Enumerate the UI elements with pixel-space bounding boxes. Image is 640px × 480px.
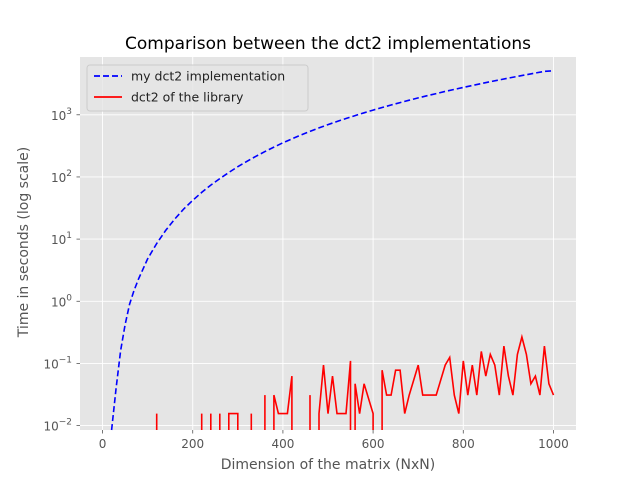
series-line-library-dct2	[318, 360, 352, 430]
x-axis-label: Dimension of the matrix (NxN)	[221, 457, 435, 473]
series-line-my-dct2	[110, 70, 554, 431]
y-tick-label: 10−2	[43, 418, 72, 434]
x-tick-label: 800	[452, 437, 475, 451]
chart-title: Comparison between the dct2 implementati…	[125, 34, 531, 54]
plot-area	[80, 57, 576, 430]
series-line-library-dct2	[381, 333, 555, 430]
tick-layer: 0 200 400 600 800 1000 10−2 10−1 100 101 102 103	[43, 107, 568, 451]
legend-box	[86, 64, 309, 112]
x-tick-label: 1000	[538, 437, 569, 451]
y-tick-label: 10−1	[43, 355, 72, 371]
y-tick-label: 102	[51, 169, 72, 185]
y-tick-label: 100	[51, 293, 72, 309]
legend-label-blue: my dct2 implementation	[131, 69, 285, 84]
legend: my dct2 implementation dct2 of the libra…	[86, 64, 309, 112]
x-tick-label: 200	[181, 437, 204, 451]
series-line-library-dct2	[273, 376, 293, 430]
y-tick-label: 103	[51, 107, 72, 123]
legend-label-red: dct2 of the library	[131, 90, 244, 105]
y-axis-label: Time in seconds (log scale)	[16, 147, 32, 338]
y-tick-label: 101	[51, 231, 72, 247]
x-tick-label: 600	[362, 437, 385, 451]
x-tick-label: 400	[271, 437, 294, 451]
x-tick-label: 0	[99, 437, 107, 451]
series-line-library-dct2	[354, 383, 374, 430]
series-layer	[110, 70, 555, 431]
series-line-library-dct2	[228, 412, 239, 430]
